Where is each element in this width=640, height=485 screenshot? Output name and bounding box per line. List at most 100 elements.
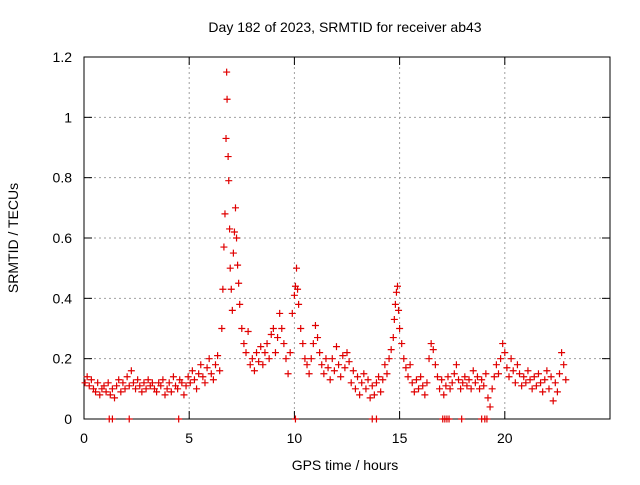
data-point — [148, 379, 156, 387]
data-point — [235, 279, 243, 287]
data-point — [440, 391, 448, 399]
data-point — [452, 361, 460, 369]
data-point — [248, 355, 256, 363]
data-point — [117, 388, 125, 396]
data-point — [458, 415, 466, 423]
data-point — [231, 204, 239, 212]
data-point — [335, 361, 343, 369]
data-point — [534, 370, 542, 378]
data-point — [368, 382, 376, 390]
data-point — [537, 379, 545, 387]
data-point — [484, 394, 492, 402]
data-point — [295, 300, 303, 308]
data-point — [320, 370, 328, 378]
data-point — [356, 391, 364, 399]
data-point — [307, 355, 315, 363]
data-point — [522, 379, 530, 387]
data-point — [167, 388, 175, 396]
data-point — [389, 334, 397, 342]
data-point — [322, 355, 330, 363]
points-layer — [81, 68, 570, 423]
data-point — [385, 355, 393, 363]
data-point — [224, 153, 232, 161]
data-point — [238, 325, 246, 332]
data-point — [182, 382, 190, 390]
y-tick-label: 0.8 — [53, 170, 73, 186]
data-point — [106, 391, 114, 399]
data-point — [326, 376, 334, 384]
data-point — [142, 385, 150, 393]
data-point — [400, 355, 408, 363]
data-point — [288, 309, 296, 317]
data-point — [255, 358, 263, 366]
data-point — [351, 385, 359, 393]
x-axis-label: GPS time / hours — [292, 457, 399, 473]
data-point — [390, 315, 398, 323]
data-point — [558, 349, 566, 357]
data-point — [377, 388, 385, 396]
data-point — [218, 325, 226, 332]
data-point — [507, 355, 515, 363]
y-tick-label: 0.2 — [53, 351, 73, 367]
data-point — [395, 306, 403, 314]
data-point — [524, 367, 532, 375]
data-point — [184, 373, 192, 381]
data-point — [473, 373, 481, 381]
data-point — [108, 415, 116, 423]
data-point — [556, 370, 564, 378]
data-point — [123, 373, 131, 381]
data-point — [339, 352, 347, 360]
data-point — [337, 373, 345, 381]
x-tick-label: 10 — [287, 430, 303, 446]
data-point — [478, 376, 486, 384]
data-point — [214, 352, 222, 360]
data-point — [509, 367, 517, 375]
data-point — [404, 373, 412, 381]
data-point — [222, 134, 230, 142]
data-point — [286, 349, 294, 357]
data-point — [233, 234, 241, 242]
data-point — [471, 379, 479, 387]
data-point — [274, 334, 282, 342]
data-point — [127, 367, 135, 375]
data-point — [480, 382, 488, 390]
data-point — [257, 343, 265, 351]
data-point — [267, 331, 275, 339]
data-point — [294, 285, 302, 293]
data-point — [372, 415, 380, 423]
data-point — [104, 379, 112, 387]
data-point — [188, 367, 196, 375]
data-point — [396, 325, 404, 332]
data-point — [227, 285, 235, 293]
data-point — [549, 397, 557, 405]
data-point — [421, 391, 429, 399]
data-point — [482, 370, 490, 378]
data-point — [81, 379, 89, 387]
data-point — [108, 385, 116, 393]
data-point — [448, 379, 456, 387]
data-point — [290, 291, 298, 299]
data-point — [129, 379, 137, 387]
data-point — [545, 385, 553, 393]
data-point — [276, 309, 284, 317]
data-point — [216, 367, 224, 375]
data-point — [94, 379, 102, 387]
x-tick-label: 0 — [80, 430, 88, 446]
x-tick-label: 20 — [497, 430, 513, 446]
data-point — [442, 382, 450, 390]
data-point — [111, 394, 119, 402]
data-point — [193, 385, 201, 393]
data-point — [497, 355, 505, 363]
data-point — [429, 346, 437, 354]
data-point — [393, 282, 401, 290]
data-point — [242, 349, 250, 357]
data-point — [250, 367, 258, 375]
data-point — [271, 349, 279, 357]
data-point — [444, 373, 452, 381]
data-point — [553, 388, 561, 396]
data-point — [445, 415, 453, 423]
data-point — [236, 300, 244, 308]
data-point — [226, 264, 234, 272]
data-point — [195, 370, 203, 378]
data-point — [113, 382, 121, 390]
